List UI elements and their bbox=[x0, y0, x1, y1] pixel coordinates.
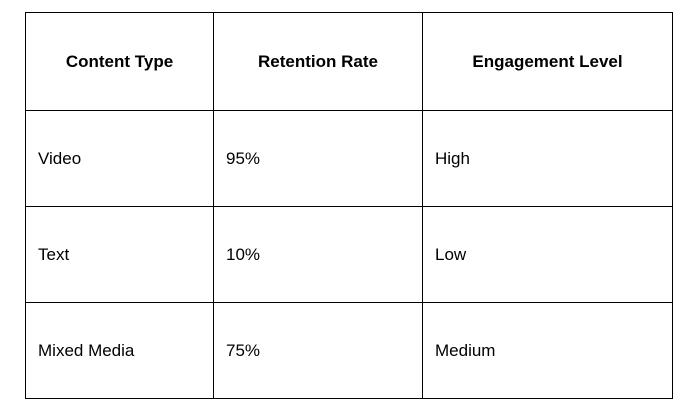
column-header-content-type: Content Type bbox=[25, 12, 214, 111]
cell-engagement-level: High bbox=[422, 110, 673, 207]
cell-engagement-level: Low bbox=[422, 206, 673, 303]
table-row-video: Video 95% High bbox=[25, 110, 673, 207]
cell-retention-rate: 75% bbox=[213, 302, 423, 399]
cell-content-type: Video bbox=[25, 110, 214, 207]
table-row-text: Text 10% Low bbox=[25, 206, 673, 303]
content-retention-table: Content Type Retention Rate Engagement L… bbox=[25, 12, 673, 399]
cell-retention-rate: 95% bbox=[213, 110, 423, 207]
cell-engagement-level: Medium bbox=[422, 302, 673, 399]
cell-content-type: Text bbox=[25, 206, 214, 303]
table-header-row: Content Type Retention Rate Engagement L… bbox=[25, 12, 673, 111]
cell-retention-rate: 10% bbox=[213, 206, 423, 303]
cell-content-type: Mixed Media bbox=[25, 302, 214, 399]
column-header-retention-rate: Retention Rate bbox=[213, 12, 423, 111]
column-header-engagement-level: Engagement Level bbox=[422, 12, 673, 111]
table-row-mixed-media: Mixed Media 75% Medium bbox=[25, 302, 673, 399]
